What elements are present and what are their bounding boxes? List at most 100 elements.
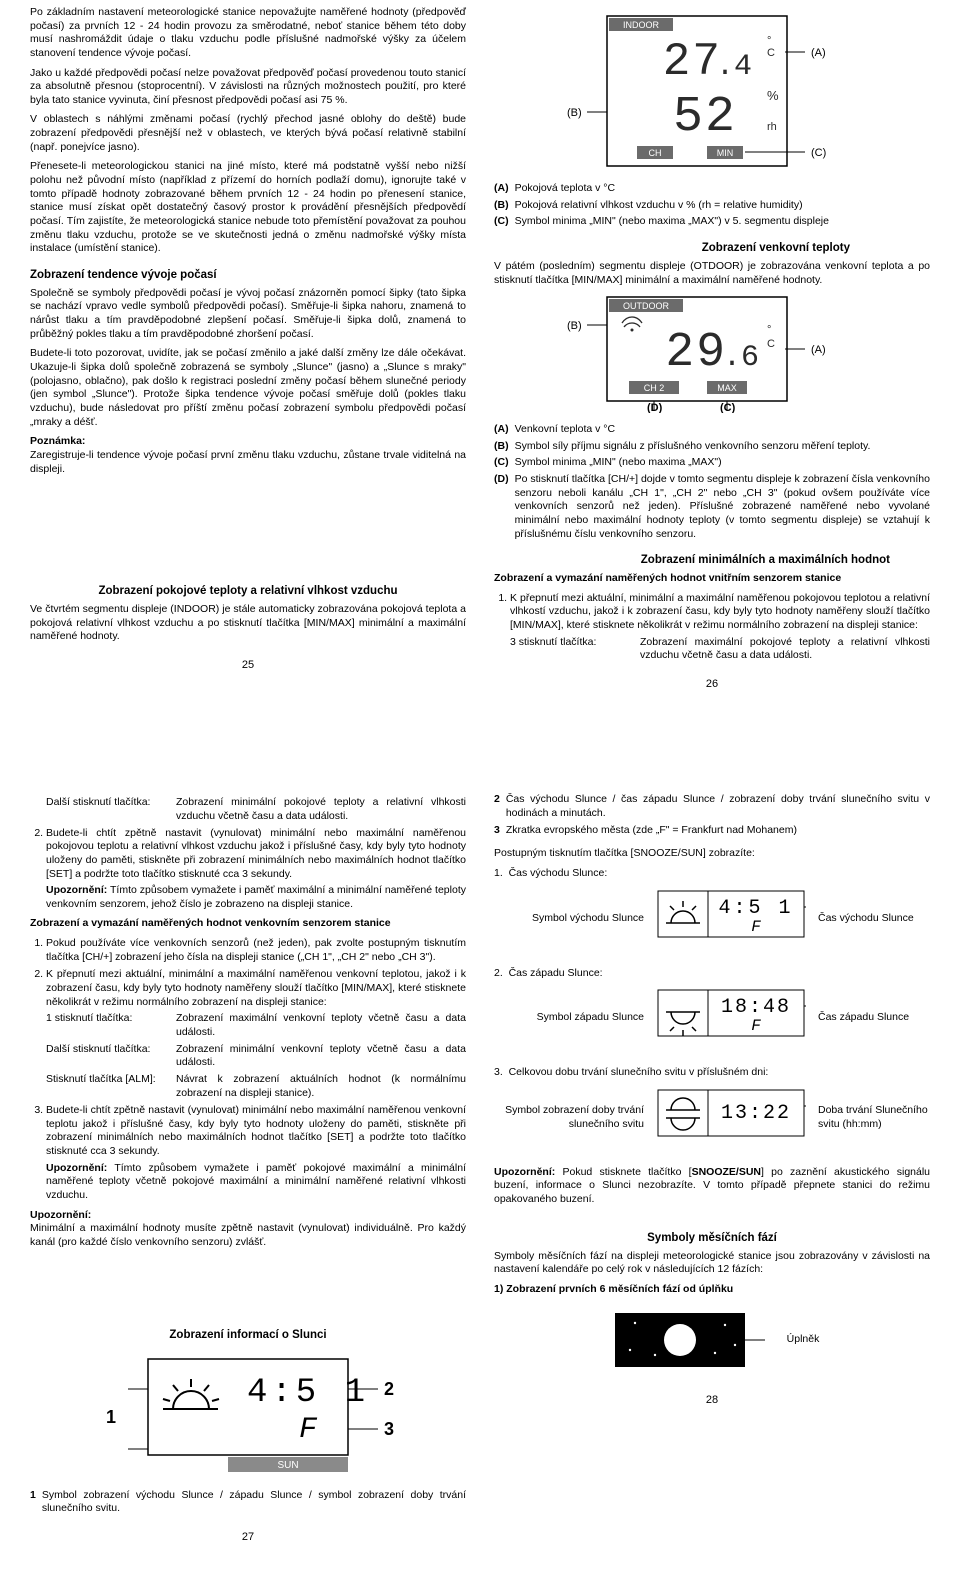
daylight-mini-svg: 13:22 [656, 1088, 806, 1148]
sunset-row: Symbol západu Slunce 18:48 F Čas západu … [494, 988, 930, 1048]
moon-1: 1) Zobrazení prvních 6 měsíčních fází od… [494, 1283, 930, 1297]
p25-para3: V oblastech s náhlými změnami počasí (ry… [30, 113, 466, 154]
leg-c-key: (C) [494, 215, 509, 229]
svg-text:1: 1 [106, 1407, 116, 1427]
sub-out: Zobrazení a vymazání naměřených hodnot v… [30, 917, 466, 931]
svg-text:13:22: 13:22 [721, 1102, 791, 1125]
daylight-row: Symbol zobrazení doby trvání slunečního … [494, 1088, 930, 1148]
p28-intro: Postupným tisknutím tlačítka [SNOOZE/SUN… [494, 847, 930, 861]
page-27: Další stisknutí tlačítka: Zobrazení mini… [30, 793, 466, 1544]
oleg-c: Symbol minima „MIN" (nebo maxima „MAX") [515, 456, 930, 470]
p25-tend1: Společně se symboly předpovědi počasí je… [30, 287, 466, 342]
svg-text:CH: CH [649, 148, 662, 158]
svg-text:(C): (C) [720, 402, 736, 413]
svg-text:18:48: 18:48 [721, 996, 791, 1019]
svg-text:52: 52 [673, 89, 737, 146]
h-tendency: Zobrazení tendence vývoje počasí [30, 268, 466, 283]
p25-para2: Jako u každé předpovědi počasí nelze pov… [30, 67, 466, 108]
p25-note: Poznámka: Zaregistruje-li tendence vývoj… [30, 435, 466, 476]
leg-c: Symbol minima „MIN" (nebo maxima „MAX") … [515, 215, 930, 229]
svg-text:F: F [751, 918, 761, 936]
svg-text:2: 2 [384, 1379, 394, 1399]
p27-warn1: Upozornění: Upozornění: Tímto způsobem v… [46, 884, 466, 911]
svg-text:SUN: SUN [277, 1460, 298, 1471]
svg-text:F: F [751, 1017, 761, 1035]
leg-a: Pokojová teplota v °C [515, 182, 930, 196]
page-number-25: 25 [30, 658, 466, 672]
svg-text:INDOOR: INDOOR [623, 20, 660, 30]
mm-li1: K přepnutí mezi aktuální, minimální a ma… [510, 592, 930, 663]
h-sun: Zobrazení informací o Slunci [30, 1328, 466, 1343]
sunrise-icon [163, 1379, 219, 1409]
svg-text:(A): (A) [811, 47, 826, 59]
p25-indoor1: Ve čtvrtém segmentu displeje (INDOOR) je… [30, 603, 466, 644]
sunrise-icon [666, 901, 700, 923]
p25-para1: Po základním nastavení meteorologické st… [30, 6, 466, 61]
svg-text:3: 3 [384, 1419, 394, 1439]
fig-sun-big: 4:5 1 F SUN 1 2 3 [30, 1349, 466, 1479]
svg-text:MIN: MIN [717, 148, 734, 158]
svg-text:MAX: MAX [717, 383, 737, 393]
outdoor-legend: (A)Venkovní teplota v °C (B)Symbol síly … [494, 423, 930, 541]
outdoor-lcd-svg: OUTDOOR 29 .6 ° C CH 2 MAX (B) [567, 293, 857, 413]
svg-text:(B): (B) [567, 107, 582, 119]
p25-para4: Přenesete-li meteorologickou stanici na … [30, 160, 466, 255]
page-25: Po základním nastavení meteorologické st… [30, 6, 466, 691]
svg-text:(D): (D) [647, 402, 663, 413]
fig-indoor-lcd: INDOOR 27 .4 ° C 52 % rh CH MIN (A) (B) [494, 12, 930, 172]
svg-text:F: F [299, 1413, 318, 1447]
page-28: 2Čas východu Slunce / čas západu Slunce … [494, 793, 930, 1544]
svg-text:CH 2: CH 2 [644, 383, 665, 393]
svg-text:C: C [767, 338, 775, 350]
fig-outdoor-lcd: OUTDOOR 29 .6 ° C CH 2 MAX (B) [494, 293, 930, 413]
p28-l3: Zkratka evropského města (zde „F" = Fran… [506, 824, 930, 838]
svg-text:4:5 1: 4:5 1 [718, 897, 793, 920]
svg-text:rh: rh [767, 121, 777, 133]
p27-r1v: Zobrazení minimální pokojové teploty a r… [176, 796, 466, 823]
p27-warn: Upozornění: Minimální a maximální hodnot… [30, 1209, 466, 1250]
svg-text:4:5 1: 4:5 1 [247, 1374, 369, 1412]
leg-a-key: (A) [494, 182, 509, 196]
p28-i1: 1. Čas východu Slunce: [494, 867, 930, 881]
page-number-26: 26 [494, 677, 930, 691]
note-text: Zaregistruje-li tendence vývoje počasí p… [30, 449, 466, 475]
p27-o1: Pokud používáte více venkovních senzorů … [46, 937, 466, 964]
half-divider [30, 719, 930, 765]
p27-li2: Budete-li chtít zpětně nastavit (vynulov… [46, 827, 466, 912]
svg-text:29: 29 [665, 326, 727, 380]
p28-l2: Čas východu Slunce / čas západu Slunce /… [506, 793, 930, 820]
indoor-legend: (A) Pokojová teplota v °C (B) Pokojová rel… [494, 182, 930, 229]
svg-text:°: ° [767, 35, 771, 47]
leg-b-key: (B) [494, 199, 509, 213]
mm-k1: 3 stisknutí tlačítka: [510, 636, 630, 663]
svg-text:.4: .4 [716, 50, 752, 84]
sun-leg-1n: 1 [30, 1489, 36, 1503]
h-indoor: Zobrazení pokojové teploty a relativní v… [30, 584, 466, 599]
leg-b: Pokojová relativní vlhkost vzduchu v % (… [515, 199, 930, 213]
svg-text:(B): (B) [567, 320, 582, 332]
sunrise-mini-svg: 4:5 1 F [656, 889, 806, 949]
p27-o2: K přepnutí mezi aktuální, minimální a ma… [46, 968, 466, 1100]
signal-icon [622, 317, 642, 332]
svg-text:.6: .6 [723, 341, 759, 375]
p28-i2: 2. Čas západu Slunce: [494, 967, 930, 981]
svg-text:27: 27 [663, 36, 722, 88]
h-outdoor: Zobrazení venkovní teploty [494, 241, 930, 256]
svg-text:C: C [767, 47, 775, 59]
page-number-28: 28 [494, 1393, 930, 1407]
page-number-27: 27 [30, 1530, 466, 1544]
svg-text:°: ° [767, 324, 771, 336]
svg-text:OUTDOOR: OUTDOOR [623, 301, 669, 311]
oleg-a: Venkovní teplota v °C [515, 423, 930, 437]
sun-leg-1: Symbol zobrazení východu Slunce / západu… [42, 1489, 466, 1516]
svg-text:(A): (A) [811, 344, 826, 356]
sun-duration-icon [666, 1098, 700, 1130]
p28-i3: 3. Celkovou dobu trvání slunečního svitu… [494, 1066, 930, 1080]
moon-label: Úplněk [787, 1333, 820, 1347]
p26-out1: V pátém (posledním) segmentu displeje (O… [494, 260, 930, 287]
p27-o3: Budete-li chtít zpětně nastavit (vynulov… [46, 1104, 466, 1202]
p25-tend2: Budete-li toto pozorovat, uvidíte, jak s… [30, 347, 466, 429]
indoor-lcd-svg: INDOOR 27 .4 ° C 52 % rh CH MIN (A) (B) [567, 12, 857, 172]
h-moon: Symboly měsíčních fází [494, 1231, 930, 1246]
p28-warn: Upozornění: Pokud stisknete tlačítko [SN… [494, 1166, 930, 1207]
